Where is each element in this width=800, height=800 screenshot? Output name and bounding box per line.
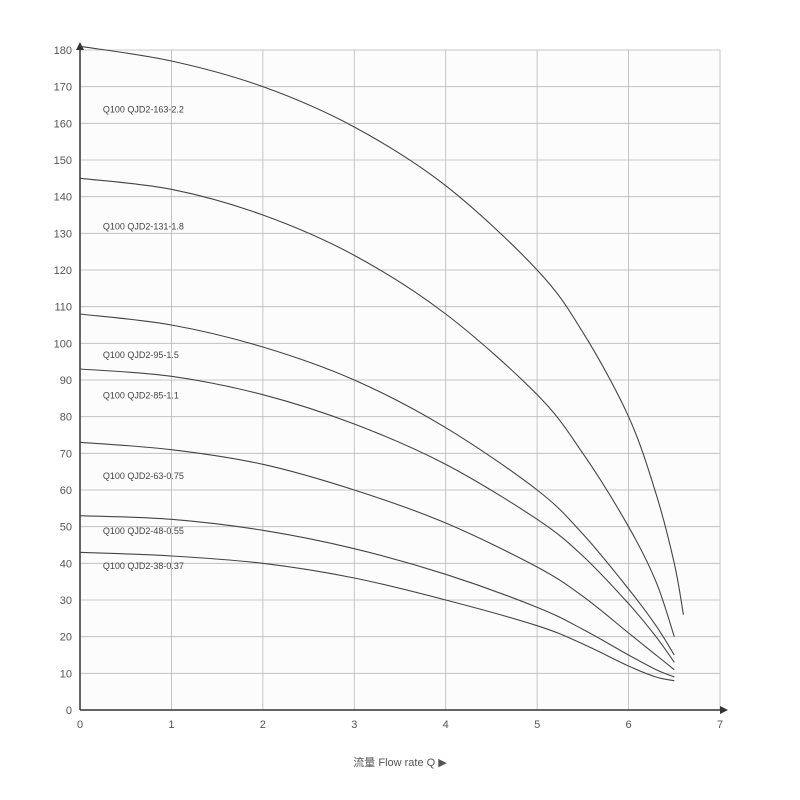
- x-tick-label: 0: [77, 719, 83, 731]
- x-tick-label: 3: [351, 719, 357, 731]
- y-tick-label: 140: [54, 192, 72, 204]
- x-tick-label: 2: [260, 719, 266, 731]
- pump-curve-chart: 0123456701020304050607080901001101201301…: [0, 0, 800, 800]
- x-tick-label: 4: [443, 719, 449, 731]
- y-tick-label: 100: [54, 338, 72, 350]
- y-tick-label: 10: [60, 668, 72, 680]
- y-tick-label: 150: [54, 155, 72, 167]
- series-label: Q100 QJD2-131-1.8: [103, 222, 184, 232]
- x-tick-label: 1: [168, 719, 174, 731]
- y-tick-label: 130: [54, 228, 72, 240]
- y-tick-label: 160: [54, 118, 72, 130]
- series-label: Q100 QJD2-85-1.1: [103, 390, 179, 400]
- y-tick-label: 50: [60, 522, 72, 534]
- y-tick-label: 70: [60, 448, 72, 460]
- y-tick-label: 180: [54, 45, 72, 57]
- y-tick-label: 90: [60, 375, 72, 387]
- y-tick-label: 0: [66, 705, 72, 717]
- y-tick-label: 80: [60, 412, 72, 424]
- y-tick-label: 110: [54, 302, 72, 314]
- y-tick-label: 120: [54, 265, 72, 277]
- series-label: Q100 QJD2-63-0.75: [103, 471, 184, 481]
- x-tick-label: 7: [717, 719, 723, 731]
- series-label: Q100 QJD2-48-0.55: [103, 526, 184, 536]
- y-tick-label: 20: [60, 632, 72, 644]
- y-tick-label: 170: [54, 82, 72, 94]
- y-tick-label: 60: [60, 485, 72, 497]
- x-tick-label: 5: [534, 719, 540, 731]
- y-tick-label: 40: [60, 558, 72, 570]
- x-tick-label: 6: [626, 719, 632, 731]
- series-label: Q100 QJD2-163-2.2: [103, 104, 184, 114]
- series-label: Q100 QJD2-95-1.5: [103, 350, 179, 360]
- y-tick-label: 30: [60, 595, 72, 607]
- series-label: Q100 QJD2-38-0.37: [103, 561, 184, 571]
